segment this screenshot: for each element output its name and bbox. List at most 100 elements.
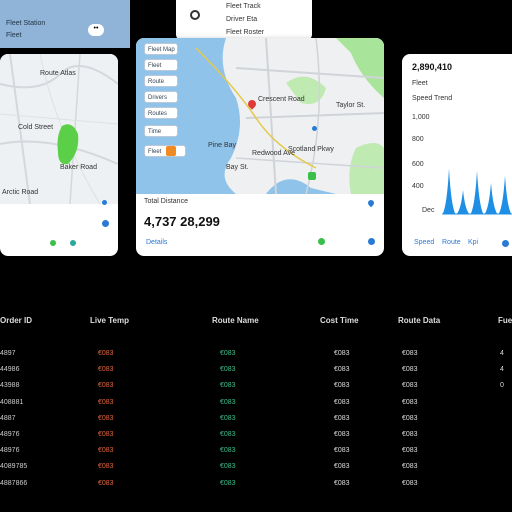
table-cell-fuel: 4 xyxy=(500,350,504,357)
right-link-1[interactable]: Speed xyxy=(414,239,435,246)
table-cell-route: €083 xyxy=(220,366,236,374)
table-cell-fuel: 0 xyxy=(500,382,504,390)
table-cell-label: 4897 xyxy=(0,350,16,357)
col-header-route[interactable]: Route Name xyxy=(212,316,259,325)
top-tab-3[interactable]: Fleet Roster xyxy=(226,29,265,36)
left-map[interactable] xyxy=(0,54,118,204)
left-label-1: Route Atlas xyxy=(40,70,76,77)
area-peak-3 xyxy=(470,170,484,214)
table-cell-temp: €083 xyxy=(98,366,114,374)
table-cell-temp: €083 xyxy=(98,479,114,487)
table-cell-data: €083 xyxy=(402,366,418,374)
right-dot xyxy=(502,240,509,247)
right-link-2[interactable]: Route xyxy=(442,239,461,246)
map-marker-green[interactable] xyxy=(308,172,316,180)
menu-item-route[interactable]: Route xyxy=(144,75,178,87)
right-sub2: Speed Trend xyxy=(412,95,453,102)
y-label-4: 400 xyxy=(412,183,424,190)
col-header-cost[interactable]: Cost Time xyxy=(320,316,359,325)
footer-dot-green xyxy=(318,238,325,245)
map-location-dot[interactable] xyxy=(102,200,107,205)
table-cell-data: €083 xyxy=(402,350,418,357)
col-header-temp[interactable]: Live Temp xyxy=(90,316,129,325)
left-label-2: Cold Street xyxy=(18,124,54,131)
table-cell-route: €083 xyxy=(220,431,236,438)
table-cell-label: 4887 xyxy=(0,414,16,422)
area-peak-1 xyxy=(442,168,456,214)
menu-item-fleet-map[interactable]: Fleet Map xyxy=(144,43,178,55)
table-cell-cost: €083 xyxy=(334,350,350,357)
menu-item-drivers[interactable]: Drivers xyxy=(144,91,178,103)
table-cell-cost: €083 xyxy=(334,479,350,487)
area-peak-2 xyxy=(456,190,470,214)
orange-badge-icon[interactable] xyxy=(166,146,176,156)
status-dot-teal xyxy=(70,240,76,246)
table-cell-label: 408881 xyxy=(0,398,24,406)
table-cell-label: 4089785 xyxy=(0,463,28,471)
area-peak-4 xyxy=(484,182,498,214)
table-cell-fuel: 4 xyxy=(500,366,504,374)
table-cell-route: €083 xyxy=(220,382,236,390)
map-marker-blue[interactable] xyxy=(312,126,317,131)
chat-bubble-icon[interactable]: •• xyxy=(88,24,104,36)
table-cell-cost: €083 xyxy=(334,366,350,374)
table-cell-data: €083 xyxy=(402,479,418,487)
right-title: 2,890,410 xyxy=(412,62,453,72)
footer-link[interactable]: Details xyxy=(146,239,168,246)
menu-item-fleet[interactable]: Fleet xyxy=(144,59,178,71)
table-cell-route: €083 xyxy=(220,447,236,455)
menu-item-time[interactable]: Time xyxy=(144,125,178,137)
right-sub1: Fleet xyxy=(412,80,428,87)
area-peak-5 xyxy=(498,175,512,214)
table-cell-route: €083 xyxy=(220,398,236,406)
menu-item-fleet-2[interactable]: Fleet xyxy=(144,145,186,157)
table-cell-temp: €083 xyxy=(98,447,114,455)
right-link-3[interactable]: Kpi xyxy=(468,239,479,246)
table-cell-cost: €083 xyxy=(334,414,350,422)
table-cell-cost: €083 xyxy=(334,398,350,406)
table-cell-label: 44986 xyxy=(0,366,20,374)
y-label-1: 1,000 xyxy=(412,114,430,121)
top-tab-2[interactable]: Driver Eta xyxy=(226,16,258,23)
table-cell-route: €083 xyxy=(220,479,236,487)
table-cell-temp: €083 xyxy=(98,431,114,438)
y-label-5: Dec xyxy=(422,207,435,214)
table-cell-cost: €083 xyxy=(334,382,350,390)
table-cell-label: 4887866 xyxy=(0,479,28,487)
table-cell-data: €083 xyxy=(402,398,418,406)
table-cell-temp: €083 xyxy=(98,398,114,406)
table-cell-cost: €083 xyxy=(334,431,350,438)
table-cell-temp: €083 xyxy=(98,463,114,471)
col-header-data[interactable]: Route Data xyxy=(398,316,441,325)
footer-label: Total Distance xyxy=(144,198,188,205)
table-cell-data: €083 xyxy=(402,431,418,438)
table-cell-cost: €083 xyxy=(334,447,350,455)
col-header-order[interactable]: Order ID xyxy=(0,316,33,325)
table-cell-label: 43988 xyxy=(0,382,20,390)
top-left-strip: Fleet Station Fleet •• xyxy=(0,0,130,48)
table-cell-temp: €083 xyxy=(98,350,114,357)
map-label-3: Pine Bay xyxy=(208,142,237,149)
speed-area-chart[interactable] xyxy=(442,164,512,216)
table-cell-label: 48976 xyxy=(0,447,20,455)
map-label-4: Redwood Ave xyxy=(252,150,296,157)
top-tab-1[interactable]: Fleet Track xyxy=(226,3,261,10)
pin-icon[interactable] xyxy=(366,198,376,208)
table-cell-data: €083 xyxy=(402,447,418,455)
left-map-card: Route Atlas Cold Street Baker Road Arcti… xyxy=(0,54,118,256)
y-label-2: 800 xyxy=(412,136,424,143)
map-label-1: Crescent Road xyxy=(258,96,305,103)
top-left-sub: Fleet xyxy=(6,32,22,39)
center-map-card: Fleet Map Fleet Route Drivers Routes Tim… xyxy=(136,38,384,256)
menu-item-routes[interactable]: Routes xyxy=(144,107,178,119)
map-label-5: Scotland Pkwy xyxy=(288,146,334,153)
top-right-strip: Fleet Track Driver Eta Fleet Roster xyxy=(176,0,312,42)
table-cell-label: 48976 xyxy=(0,431,20,438)
distance-value: 4,737 28,299 xyxy=(144,214,220,229)
table-cell-data: €083 xyxy=(402,414,418,422)
table-cell-route: €083 xyxy=(220,350,236,357)
refresh-icon[interactable] xyxy=(190,10,200,20)
status-dot-blue xyxy=(102,220,109,227)
left-label-3: Baker Road xyxy=(60,164,97,171)
col-header-fuel[interactable]: Fuel xyxy=(498,316,512,325)
